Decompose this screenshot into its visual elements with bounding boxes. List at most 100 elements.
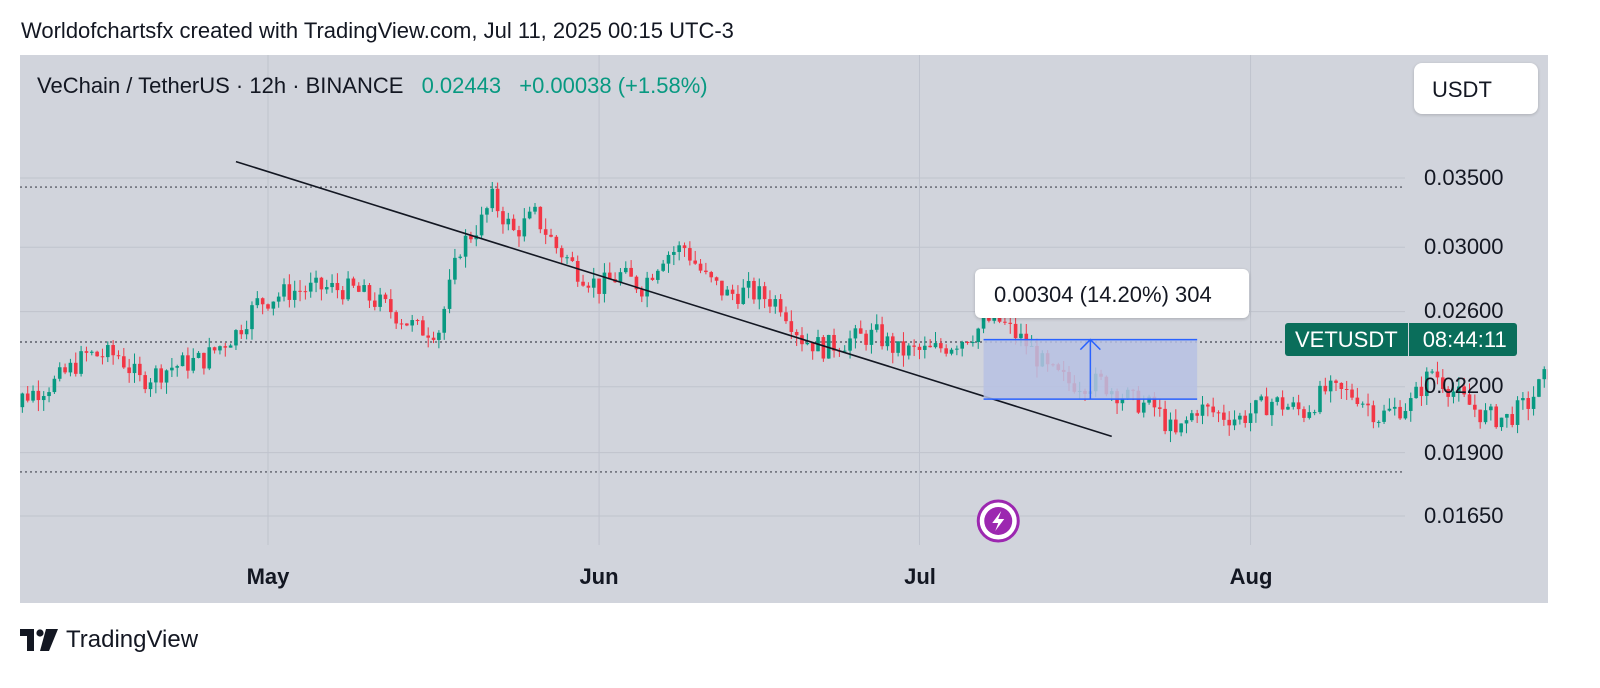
candle-body — [842, 350, 847, 352]
candle-body — [1264, 396, 1269, 416]
candle-body — [714, 277, 719, 281]
candle-body — [410, 320, 414, 326]
candle-body — [1398, 406, 1402, 419]
candle-body — [1323, 385, 1328, 392]
candle-body — [170, 367, 174, 371]
candle-body — [1302, 409, 1306, 418]
candle-body — [1505, 414, 1509, 418]
lightning-bolt — [992, 511, 1005, 531]
x-tick-label: May — [246, 564, 290, 589]
candle-body — [698, 263, 703, 271]
candle-body — [453, 257, 457, 280]
candle-body — [1424, 371, 1429, 397]
candle-body — [1526, 398, 1531, 409]
candle-body — [591, 278, 596, 288]
candle-body — [1238, 415, 1242, 420]
candle-body — [1419, 386, 1424, 397]
candle-body — [1206, 404, 1210, 407]
candle-body — [63, 367, 67, 373]
y-tick-label: 0.03000 — [1424, 234, 1504, 259]
candle-body — [234, 330, 238, 346]
candle-body — [1494, 406, 1498, 428]
candle-body — [965, 341, 970, 343]
candle-body — [373, 300, 377, 307]
candle-body — [25, 393, 30, 401]
candle-body — [944, 348, 948, 354]
candle-body — [266, 304, 270, 309]
candle-body — [175, 366, 180, 368]
candle-body — [1307, 412, 1312, 418]
candle-body — [538, 206, 543, 230]
candle-body — [666, 254, 671, 264]
candle-body — [522, 218, 527, 237]
footer: TradingView — [20, 626, 198, 654]
symbol-price-tag: VETUSDT 08:44:11 — [1285, 323, 1517, 356]
candle-body — [1467, 394, 1472, 405]
candle-body — [314, 277, 318, 283]
candle-body — [1312, 412, 1317, 414]
candle-body — [597, 278, 601, 294]
candle-body — [1248, 413, 1253, 423]
x-tick-label: Jun — [579, 564, 619, 589]
candle-body — [84, 351, 89, 353]
legend-last-price: 0.02443 — [421, 73, 502, 98]
candle-body — [212, 347, 217, 351]
candle-body — [543, 229, 548, 235]
candle-body — [308, 282, 313, 292]
candle-body — [1254, 400, 1258, 414]
candle-body — [79, 351, 83, 374]
candle-body — [1408, 398, 1413, 411]
candle-body — [298, 290, 302, 292]
candle-body — [1515, 400, 1520, 425]
chart-panel[interactable]: VeChain / TetherUS · 12h · BINANCE 0.024… — [20, 55, 1548, 603]
candle-body — [362, 285, 366, 292]
symbol-tag-name: VETUSDT — [1285, 323, 1409, 356]
candle-body — [1489, 406, 1493, 411]
candle-body — [1499, 417, 1504, 428]
candle-body — [527, 211, 532, 219]
candle-body — [330, 282, 334, 288]
candle-body — [458, 256, 463, 258]
candle-body — [260, 298, 265, 305]
candle-body — [143, 375, 147, 390]
candle-body — [1328, 380, 1333, 392]
candle-body — [864, 333, 868, 345]
candle-body — [68, 362, 73, 373]
candle-body — [960, 341, 964, 349]
candle-body — [955, 348, 959, 350]
candle-body — [1382, 410, 1386, 422]
candle-body — [1435, 371, 1440, 378]
candle-body — [672, 251, 676, 255]
trendline — [235, 160, 1112, 438]
candle-body — [853, 328, 858, 339]
price-chart[interactable] — [20, 55, 1548, 603]
y-tick-label: 0.01650 — [1424, 503, 1504, 528]
candle-body — [1446, 389, 1450, 397]
candle-body — [533, 206, 537, 212]
candle-body — [1141, 402, 1146, 413]
candle-body — [20, 393, 25, 408]
candle-body — [896, 341, 900, 353]
x-tick-label: Aug — [1229, 564, 1273, 589]
candle-body — [730, 289, 735, 294]
candle-body — [31, 390, 35, 401]
candle-body — [1168, 419, 1173, 432]
candle-body — [821, 337, 826, 359]
candle-body — [1457, 386, 1461, 392]
candle-body — [250, 305, 254, 330]
candle-body — [575, 260, 580, 282]
candle-body — [431, 337, 436, 340]
candle-body — [549, 234, 553, 237]
candle-body — [1013, 323, 1018, 339]
tradingview-logo-icon — [20, 629, 58, 651]
candle-body — [501, 211, 505, 225]
candle-body — [127, 367, 131, 374]
currency-button[interactable]: USDT — [1414, 63, 1538, 114]
candle-body — [885, 336, 890, 347]
candle-body — [923, 345, 927, 350]
candle-body — [1451, 391, 1456, 397]
candle-body — [1430, 371, 1434, 373]
candle-body — [346, 278, 350, 300]
candle-body — [1003, 321, 1007, 323]
candle-body — [1259, 396, 1264, 401]
